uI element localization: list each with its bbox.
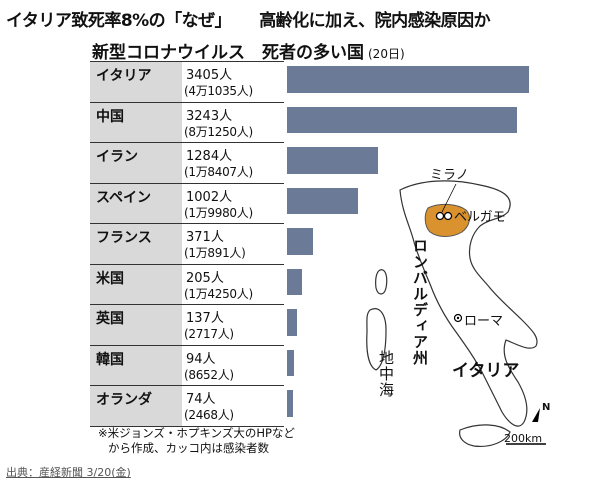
- corsica: [375, 269, 388, 295]
- category-label: フランス: [96, 230, 152, 246]
- cases-label: (1万8407人): [184, 165, 253, 179]
- category-label: スペイン: [96, 189, 152, 206]
- row-divider: [90, 425, 284, 427]
- label-north: N: [542, 402, 551, 413]
- deaths-label: 94人: [186, 351, 216, 367]
- category-label: 英国: [96, 311, 124, 327]
- category-cell: [90, 305, 182, 345]
- lombardia-region: [424, 203, 470, 237]
- label-scale: 200km: [504, 432, 543, 445]
- bar: [287, 309, 297, 336]
- label-bergamo: ベルガモ: [454, 210, 506, 225]
- label-roma: ローマ: [464, 314, 504, 329]
- category-label: イラン: [96, 149, 138, 165]
- category-label: オランダ: [96, 392, 152, 408]
- category-label: 韓国: [96, 351, 124, 368]
- footnote: ※米ジョンズ・ホプキンズ大のHPなど から作成、カッコ内は感染者数: [98, 426, 295, 456]
- category-cell: [90, 143, 182, 183]
- category-label: 中国: [96, 108, 124, 125]
- deaths-label: 205人: [186, 270, 224, 286]
- bar-legend: 死者数: [544, 77, 584, 92]
- north-arrow-icon: [532, 408, 540, 422]
- row-divider: [90, 101, 284, 103]
- milano-dot: [435, 211, 445, 221]
- category-cell: [90, 264, 182, 304]
- cases-label: (4万1035人): [184, 84, 253, 98]
- bar: [287, 349, 294, 376]
- category-cell: [90, 386, 182, 426]
- deaths-label: 1002人: [186, 189, 233, 205]
- deaths-label: 137人: [186, 311, 224, 326]
- deaths-label: 3243人: [186, 108, 233, 124]
- headline-main: イタリア致死率8%の「なぜ」: [6, 11, 232, 31]
- italy-landmass: [399, 180, 538, 427]
- deaths-label: 3405人: [186, 68, 233, 83]
- chart-date-note: (20日): [368, 47, 405, 61]
- label-lombardia: ロンバルディア州: [411, 238, 429, 366]
- category-cell: [90, 345, 182, 385]
- row-divider: [90, 263, 284, 265]
- row-divider: [90, 304, 284, 305]
- cases-label: (1万891人): [184, 246, 246, 260]
- source-link[interactable]: 出典：産経新聞 3/20(金): [6, 466, 131, 479]
- footnote-line-1: ※米ジョンズ・ホプキンズ大のHPなど: [98, 426, 295, 440]
- deaths-label: 371人: [186, 230, 224, 245]
- cases-label: (8652人): [184, 367, 234, 382]
- chart-title: 新型コロナウイルス 死者の多い国 (20日): [92, 38, 405, 63]
- row-divider: [90, 385, 284, 386]
- headline-sub: 高齢化に加え、院内感染原因か: [259, 11, 491, 31]
- row-divider: [90, 344, 284, 346]
- bar: [287, 390, 293, 417]
- row-divider: [90, 223, 284, 224]
- cases-label: (2717人): [184, 327, 234, 341]
- cases-label: (1万9980人): [184, 205, 253, 220]
- category-cell: [90, 62, 182, 102]
- cases-label: (1万4250人): [184, 286, 253, 301]
- bar: [287, 268, 302, 295]
- table-top-rule: [90, 61, 284, 62]
- italy-map: ミラノ ベルガモ ロンバルディア州 ローマ イタリア 地中海 200km N: [340, 160, 590, 460]
- category-cell: [90, 102, 182, 142]
- bergamo-dot: [443, 211, 453, 221]
- bar: [287, 147, 379, 174]
- cases-label: (2468人): [184, 408, 234, 422]
- sicily: [459, 424, 511, 447]
- cases-label: (8万1250人): [184, 124, 253, 139]
- label-milano: ミラノ: [430, 168, 469, 183]
- bar: [287, 187, 359, 214]
- row-divider: [90, 142, 284, 143]
- sardinia: [366, 308, 387, 371]
- bar: [287, 66, 529, 93]
- deaths-label: 1284人: [186, 149, 233, 164]
- label-italy: イタリア: [452, 361, 520, 381]
- italy-map-svg: [366, 180, 546, 447]
- chart-title-text: 新型コロナウイルス 死者の多い国: [92, 43, 364, 63]
- category-cell: [90, 224, 182, 264]
- label-sea: 地中海: [377, 350, 395, 398]
- category-cell: [90, 183, 182, 223]
- category-label: イタリア: [96, 68, 152, 84]
- row-divider: [90, 182, 284, 184]
- category-label: 米国: [96, 270, 124, 287]
- deaths-label: 74人: [186, 392, 216, 407]
- bar: [287, 228, 314, 255]
- headline: イタリア致死率8%の「なぜ」 高齢化に加え、院内感染原因か: [6, 6, 491, 31]
- bar: [287, 106, 518, 133]
- milano-leader: [441, 183, 457, 213]
- footnote-line-2: から作成、カッコ内は感染者数: [108, 441, 269, 455]
